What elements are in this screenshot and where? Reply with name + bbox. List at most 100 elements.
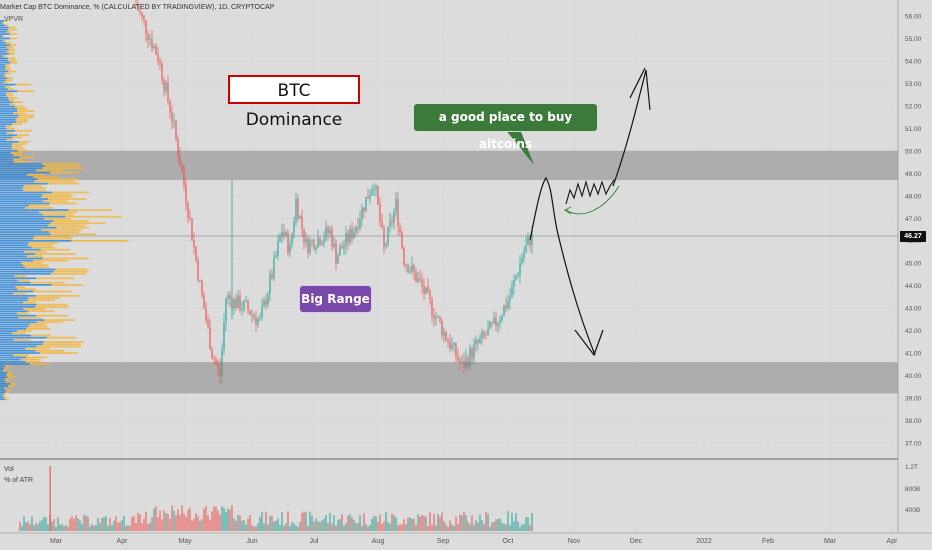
volume-profile-bar bbox=[36, 303, 68, 306]
volume-profile-bar bbox=[0, 158, 14, 161]
candle-body bbox=[449, 342, 451, 350]
y-tick-label: 56.00 bbox=[905, 14, 922, 21]
x-tick-label: Jun bbox=[246, 538, 257, 545]
volume-profile-bar bbox=[0, 189, 24, 192]
volume-bar bbox=[49, 466, 51, 531]
candle-body bbox=[237, 295, 239, 308]
volume-bar bbox=[131, 517, 133, 531]
volume-profile-bar bbox=[36, 169, 63, 172]
volume-profile-bar bbox=[26, 174, 45, 176]
candle-body bbox=[143, 16, 145, 21]
volume-profile-bar bbox=[27, 244, 53, 247]
volume-profile-bar bbox=[0, 61, 11, 64]
volume-bar bbox=[215, 506, 217, 531]
candle-body bbox=[375, 185, 377, 189]
volume-profile-bar bbox=[2, 22, 5, 24]
candle-body bbox=[427, 287, 429, 292]
x-tick-label: Dec bbox=[630, 538, 643, 545]
volume-profile-bar bbox=[27, 310, 55, 313]
volume-profile-bar bbox=[0, 70, 9, 73]
volume-profile-bar bbox=[0, 222, 51, 225]
volume-profile-bar bbox=[49, 202, 77, 205]
volume-profile-bar bbox=[0, 266, 26, 269]
volume-bar bbox=[141, 523, 143, 531]
volume-profile-bar bbox=[0, 200, 44, 203]
candle-body bbox=[219, 367, 221, 377]
volume-profile-bar bbox=[9, 44, 17, 46]
volume-profile-bar bbox=[0, 207, 25, 209]
volume-profile-bar bbox=[44, 165, 80, 167]
volume-profile-bar bbox=[17, 149, 28, 152]
volume-bar bbox=[411, 518, 413, 531]
volume-bar bbox=[159, 510, 161, 531]
candle-body bbox=[253, 314, 255, 318]
candle-body bbox=[313, 240, 315, 250]
volume-bar bbox=[403, 519, 405, 531]
candle-body bbox=[381, 221, 383, 228]
candle-body bbox=[331, 229, 333, 248]
candle-body bbox=[411, 264, 413, 272]
candle-body bbox=[183, 171, 185, 186]
x-tick-label: 2022 bbox=[696, 538, 712, 545]
volume-bar bbox=[285, 523, 287, 531]
volume-bar bbox=[365, 524, 367, 531]
candle-body bbox=[517, 274, 519, 277]
volume-bar bbox=[493, 521, 495, 531]
volume-profile-bar bbox=[8, 53, 15, 55]
volume-bar bbox=[61, 524, 63, 531]
projection-arrowhead-down bbox=[574, 329, 604, 357]
candle-body bbox=[431, 298, 433, 316]
volume-bar bbox=[327, 522, 329, 531]
volume-profile-bar bbox=[0, 396, 4, 398]
candle-body bbox=[365, 197, 367, 212]
volume-bar bbox=[289, 526, 291, 531]
x-tick-label: Apr bbox=[887, 538, 899, 545]
volume-profile-bar bbox=[23, 189, 46, 192]
volume-bar bbox=[263, 523, 265, 531]
volume-profile-bar bbox=[0, 273, 51, 275]
volume-profile-bar bbox=[17, 288, 36, 291]
volume-profile-bar bbox=[26, 255, 43, 258]
volume-profile-bar bbox=[4, 365, 10, 368]
volume-profile-bar bbox=[0, 99, 10, 101]
y-tick-label: 44.00 bbox=[905, 283, 922, 290]
volume-profile-bar bbox=[0, 387, 5, 390]
candle-body bbox=[197, 260, 199, 281]
volume-profile-bar bbox=[0, 66, 6, 68]
title-annotation[interactable]: BTC Dominance bbox=[228, 75, 360, 130]
volume-profile-bar bbox=[0, 251, 24, 253]
volume-profile-bar bbox=[0, 264, 24, 266]
volume-bar bbox=[335, 525, 337, 531]
volume-bar bbox=[463, 511, 465, 531]
volume-profile-bar bbox=[0, 380, 6, 383]
candle-body bbox=[141, 12, 143, 17]
volume-profile-bar bbox=[13, 354, 29, 357]
volume-profile-bar bbox=[35, 350, 65, 352]
volume-bar bbox=[449, 520, 451, 531]
candle-body bbox=[377, 185, 379, 205]
volume-bar bbox=[473, 524, 475, 531]
volume-profile-bar bbox=[0, 319, 45, 321]
volume-bar bbox=[253, 526, 255, 531]
volume-bar bbox=[331, 523, 333, 531]
volume-bar bbox=[513, 521, 515, 531]
volume-profile-bar bbox=[6, 94, 13, 97]
volume-profile-bar bbox=[27, 299, 55, 302]
range-note-callout[interactable]: Big Range bbox=[299, 285, 372, 313]
candle-body bbox=[277, 241, 279, 256]
candle-body bbox=[519, 262, 521, 275]
volume-bar bbox=[319, 521, 321, 531]
volume-bar bbox=[397, 525, 399, 531]
candle-body bbox=[195, 246, 197, 261]
volume-bar bbox=[287, 511, 289, 531]
volume-profile-bar bbox=[33, 290, 72, 293]
volume-profile-bar bbox=[35, 306, 69, 308]
volume-profile-bar bbox=[20, 358, 41, 361]
volume-bar bbox=[229, 509, 231, 531]
volume-profile-bar bbox=[0, 167, 43, 170]
volume-profile-bar bbox=[53, 220, 89, 222]
projection-line-up bbox=[529, 176, 596, 356]
buy-note-callout[interactable]: a good place to buy altcoins bbox=[413, 103, 598, 151]
volume-profile-bar bbox=[11, 143, 27, 145]
volume-bar bbox=[313, 521, 315, 531]
